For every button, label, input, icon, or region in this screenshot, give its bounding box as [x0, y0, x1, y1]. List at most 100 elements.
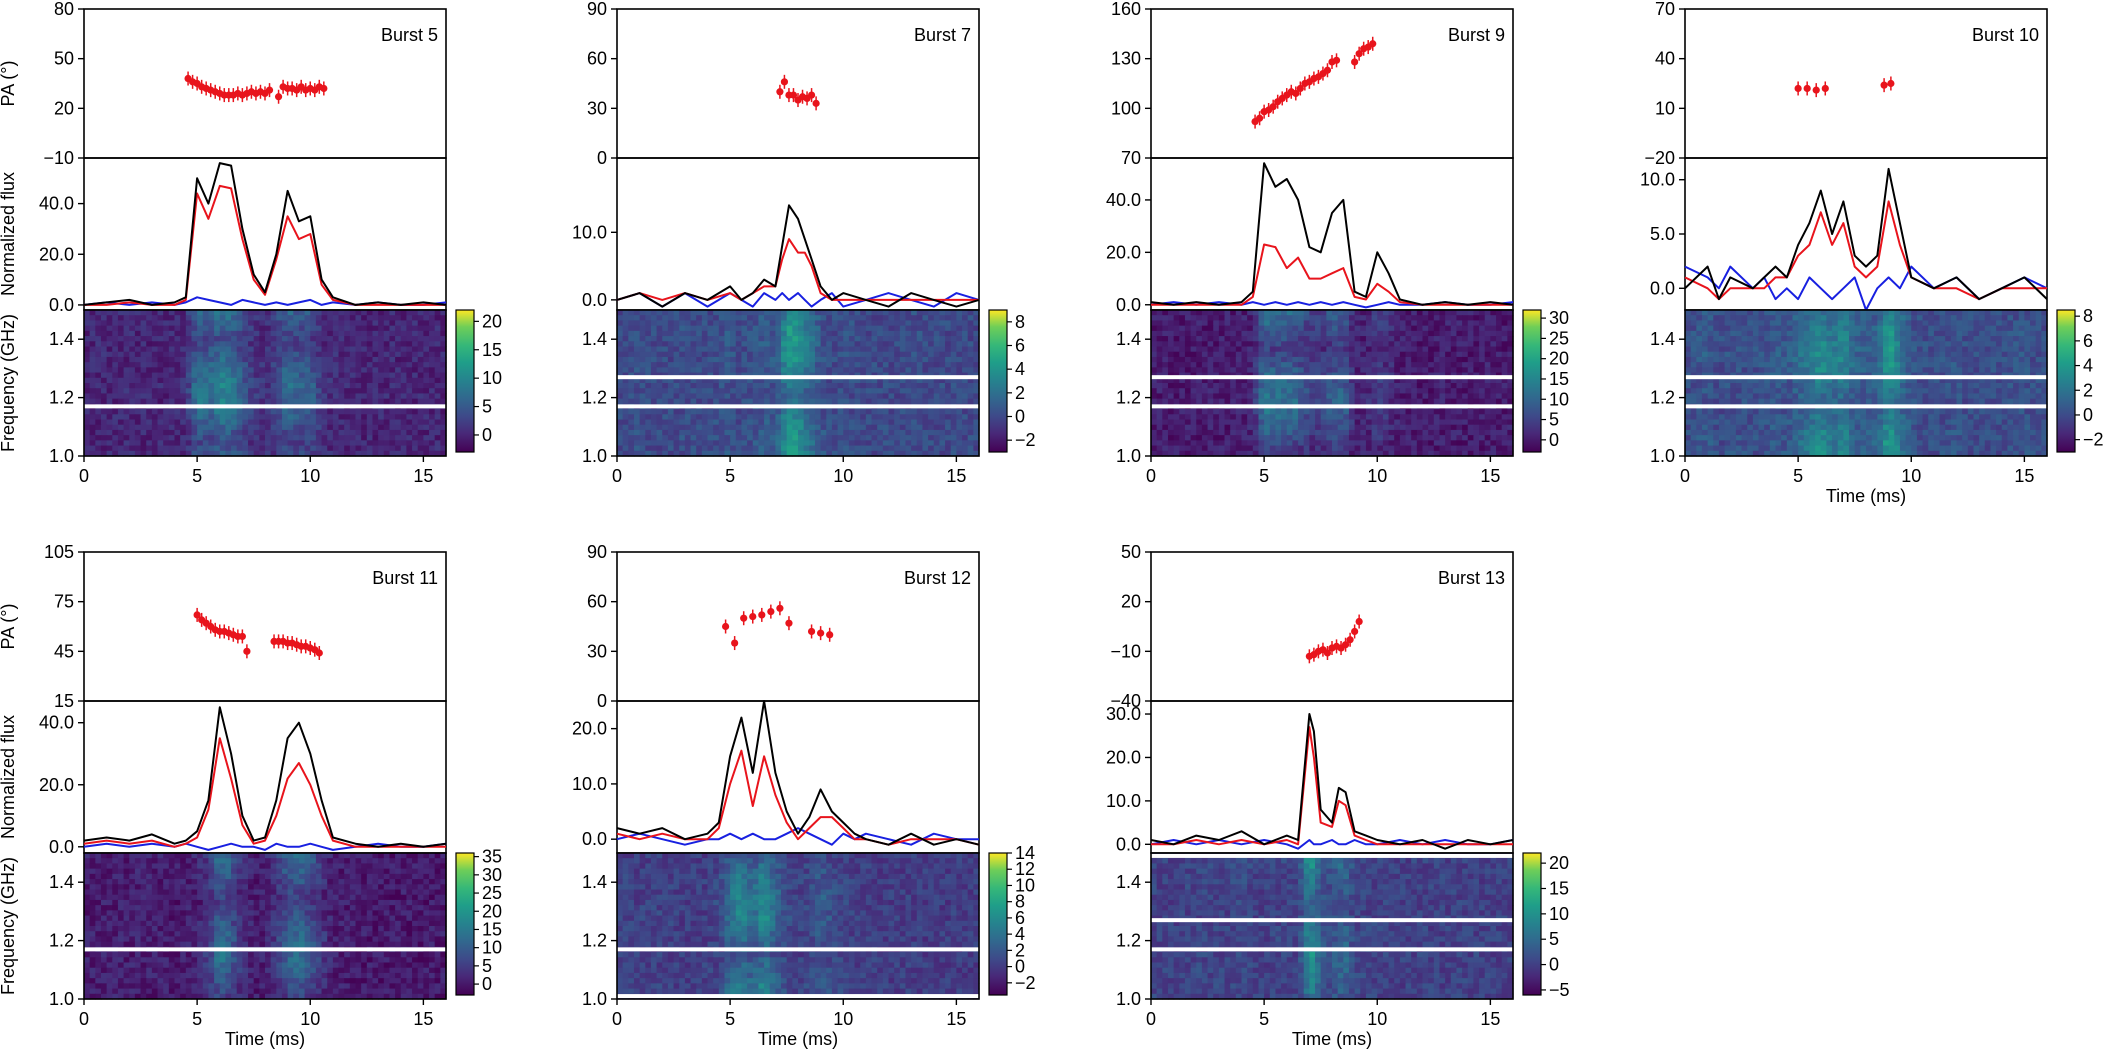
- dynspec-cell: [939, 429, 946, 436]
- dynspec-cell: [191, 388, 198, 395]
- dynspec-cell: [848, 356, 856, 363]
- dynspec-cell: [1281, 346, 1288, 353]
- dynspec-cell: [84, 424, 91, 431]
- dynspec-cell: [95, 419, 102, 426]
- dynspec-cell: [84, 330, 91, 337]
- dynspec-cell: [888, 383, 895, 389]
- dynspec-cell: [395, 367, 402, 374]
- dynspec-cell: [650, 383, 658, 389]
- dynspec-cell: [628, 320, 635, 327]
- dynspec-cell: [1252, 377, 1260, 384]
- dynspec-cell: [163, 440, 170, 447]
- dynspec-cell: [157, 435, 164, 441]
- dynspec-cell: [440, 362, 447, 368]
- dynspec-cell: [1365, 377, 1373, 384]
- flux-ytick-label: 0.0: [582, 290, 607, 310]
- dynspec-cell: [151, 377, 159, 384]
- dynspec-cell: [848, 388, 856, 395]
- dynspec-cell: [412, 310, 419, 316]
- dynspec-cell: [287, 424, 294, 431]
- dynspec-cell: [798, 424, 805, 431]
- dynspec-cell: [429, 409, 436, 415]
- dynspec-cell: [163, 351, 170, 358]
- dynspec-cell: [911, 315, 918, 322]
- dynspec-cell: [231, 419, 238, 426]
- dynspec-cell: [168, 372, 176, 379]
- dynspec-cell: [315, 310, 323, 316]
- dynspec-cell: [185, 346, 193, 353]
- dynspec-cell: [696, 330, 703, 337]
- dynspec-cell: [945, 383, 952, 389]
- dynspec-cell: [89, 377, 96, 384]
- dynspec-cell: [628, 315, 635, 322]
- dynspec-cell: [1445, 377, 1452, 384]
- dynspec-cell: [389, 362, 396, 368]
- dynspec-cell: [208, 409, 215, 415]
- dynspec-cell: [645, 445, 652, 452]
- dynspec-cell: [185, 445, 193, 452]
- dynspec-cell: [146, 377, 153, 384]
- dynspec-cell: [344, 429, 351, 436]
- dynspec-cell: [440, 424, 447, 431]
- freq-ytick-label: 1.0: [582, 446, 607, 466]
- dynspec-cell: [1484, 398, 1491, 405]
- dynspec-cell: [298, 320, 306, 327]
- dynspec-cell: [146, 409, 153, 415]
- freq-ytick-label: 1.2: [582, 388, 607, 408]
- dynspec-cell: [338, 325, 345, 332]
- dynspec-cell: [1433, 351, 1441, 358]
- dynspec-cell: [831, 419, 839, 426]
- dynspec-cell: [667, 346, 675, 353]
- dynspec-cell: [758, 356, 765, 363]
- dynspec-cell: [117, 393, 125, 400]
- dynspec-cell: [786, 341, 793, 348]
- dynspec-cell: [1462, 356, 1469, 363]
- dynspec-cell: [304, 336, 311, 342]
- dynspec-cell: [1326, 377, 1333, 384]
- dynspec-cell: [1496, 325, 1503, 332]
- dynspec-cell: [679, 377, 686, 384]
- dynspec-cell: [344, 393, 351, 400]
- dynspec-cell: [967, 356, 974, 363]
- dynspec-cell: [928, 315, 935, 322]
- dynspec-cell: [662, 393, 669, 400]
- dynspec-cell: [100, 341, 108, 348]
- dynspec-cell: [429, 372, 436, 379]
- dynspec-cell: [916, 393, 924, 400]
- dynspec-cell: [622, 429, 629, 436]
- dynspec-cell: [1162, 341, 1169, 348]
- dynspec-cell: [747, 341, 754, 348]
- dynspec-cell: [281, 414, 289, 421]
- dynspec-cell: [1422, 398, 1429, 405]
- dynspec-cell: [1224, 362, 1231, 368]
- dynspec-cell: [809, 450, 816, 457]
- dynspec-cell: [327, 388, 334, 395]
- dynspec-cell: [248, 445, 255, 452]
- dynspec-cell: [287, 450, 294, 457]
- dynspec-cell: [628, 325, 635, 332]
- dynspec-cell: [628, 445, 635, 452]
- dynspec-cell: [174, 362, 181, 368]
- dynspec-cell: [1399, 393, 1407, 400]
- dynspec-cell: [939, 398, 946, 405]
- dynspec-cell: [1247, 356, 1254, 363]
- dynspec-cell: [696, 325, 703, 332]
- colorbar-tick-label: −2: [1015, 430, 1036, 450]
- dynspec-cell: [423, 398, 430, 405]
- dynspec-cell: [1196, 362, 1203, 368]
- dynspec-cell: [1343, 351, 1350, 358]
- dynspec-cell: [265, 351, 272, 358]
- dynspec-cell: [185, 367, 193, 374]
- colorbar-tick-label: 15: [482, 340, 502, 360]
- dynspec-cell: [1473, 320, 1480, 327]
- dynspec-cell: [1354, 362, 1361, 368]
- dynspec-cell: [372, 341, 379, 348]
- dynspec-cell: [298, 336, 306, 342]
- dynspec-cell: [854, 310, 861, 316]
- dynspec-cell: [180, 377, 187, 384]
- dynspec-cell: [899, 315, 907, 322]
- dynspec-cell: [848, 336, 856, 342]
- dynspec-cell: [894, 414, 901, 421]
- dynspec-cell: [389, 440, 396, 447]
- dynspec-cell: [1162, 388, 1169, 395]
